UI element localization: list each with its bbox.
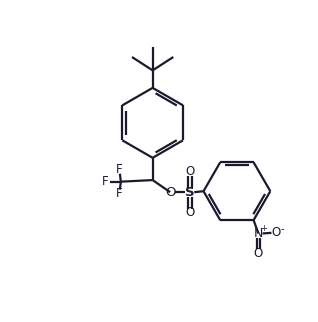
Text: O: O	[271, 226, 280, 239]
Text: N: N	[254, 227, 263, 240]
Text: S: S	[185, 186, 195, 199]
Text: O: O	[165, 186, 176, 199]
Text: -: -	[280, 224, 284, 234]
Text: F: F	[102, 175, 109, 188]
Text: O: O	[185, 206, 195, 219]
Text: F: F	[116, 187, 122, 200]
Text: O: O	[185, 165, 195, 178]
Text: O: O	[254, 247, 263, 260]
Text: F: F	[116, 163, 122, 176]
Text: +: +	[260, 224, 267, 233]
